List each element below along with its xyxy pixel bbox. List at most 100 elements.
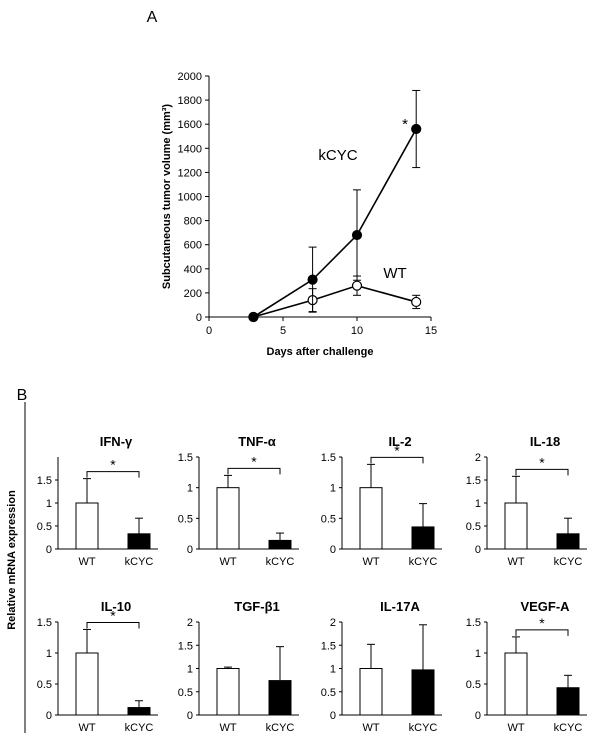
bar-chart-il-10: 0 0.5 1 1.5 WT kCYC IL-10* [37,599,158,734]
x-tick-label: 5 [280,325,286,337]
series-label-wt: WT [383,265,406,282]
y-tick-label: 400 [184,264,202,276]
significance-bracket [370,456,424,464]
y-tick-label: 1 [330,483,336,495]
y-tick-label: 0.5 [321,513,336,525]
y-tick-label: 1 [46,648,52,660]
y-tick-label: 1 [187,664,193,676]
x-category-label: kCYC [554,722,583,734]
bar-kcyc [127,533,151,550]
significance-bracket [227,467,281,475]
bar-kcyc [411,526,435,550]
y-tick-label: 1 [475,498,481,510]
bar-kcyc [268,680,292,716]
bar-wt [75,652,99,716]
y-tick-label: 600 [184,240,202,252]
y-axis-title: Subcutaneous tumor volume (mm³) [161,104,173,290]
chart-title: TNF-α [238,434,276,449]
series-label-kcyc: kCYC [318,147,357,164]
x-axis-title: Days after challenge [267,346,374,358]
y-tick-label: 0.5 [178,687,193,699]
chart-title: VEGF-A [520,599,570,614]
panel-b-y-label: Relative mRNA expression [6,490,18,630]
point-kcyc [351,229,363,241]
x-tick-label: 10 [351,325,363,337]
y-tick-label: 1800 [178,95,202,107]
bar-chart-ifn-γ: 0 0.5 1 1.5 WT kCYC IFN-γ * [37,434,158,568]
bar-wt [75,502,99,550]
y-tick-label: 1.5 [321,452,336,464]
y-tick-label: 2 [330,617,336,629]
x-category-label: kCYC [266,722,295,734]
y-tick-label: 1 [46,498,52,510]
bar-wt [359,668,383,716]
y-tick-label: 200 [184,288,202,300]
y-tick-label: 1.5 [178,640,193,652]
panel-label-b: B [17,387,28,404]
bar-wt [504,502,528,550]
significance-asterisk: * [394,442,400,458]
series-line-wt [253,284,417,318]
significance-asterisk: * [539,454,545,470]
significance-asterisk: * [539,615,545,631]
bar-chart-il-17a: 0 0.5 1 1.5 2 WT kCYC IL-17A [321,599,442,734]
x-category-label: kCYC [409,556,438,568]
y-tick-label: 0.5 [37,521,52,533]
y-tick-label: 0.5 [178,513,193,525]
x-category-label: WT [219,722,236,734]
y-tick-label: 1.5 [37,475,52,487]
bar-wt [216,668,240,716]
x-category-label: kCYC [125,722,154,734]
x-category-label: WT [362,722,379,734]
y-tick-label: 1.5 [321,640,336,652]
y-tick-label: 1000 [178,192,202,204]
point-wt [411,296,422,308]
y-tick-label: 1400 [178,143,202,155]
bar-chart-vegf-a: 0 0.5 1 1.5 WT kCYC VEGF-A* [466,599,587,734]
y-tick-label: 0 [330,544,336,556]
y-tick-label: 0 [330,710,336,722]
x-category-label: kCYC [125,556,154,568]
point-wt [351,280,363,291]
y-tick-label: 1.5 [178,452,193,464]
x-category-label: WT [78,556,95,568]
significance-bracket [86,621,140,629]
chart-title: IL-17A [380,599,420,614]
panel-label-a: A [147,9,158,26]
significance-asterisk: * [402,116,408,133]
x-category-label: kCYC [266,556,295,568]
bar-kcyc [268,539,292,550]
significance-asterisk: * [110,457,116,473]
y-tick-label: 0.5 [37,679,52,691]
y-tick-label: 0.5 [466,679,481,691]
y-tick-label: 0 [46,710,52,722]
y-tick-label: 1.5 [466,617,481,629]
point-kcyc [248,311,259,323]
y-tick-label: 0 [196,312,202,324]
x-category-label: WT [507,556,524,568]
y-tick-label: 1200 [178,167,202,179]
y-tick-label: 0 [475,710,481,722]
y-tick-label: 1600 [178,119,202,131]
y-tick-label: 1 [187,483,193,495]
significance-bracket [86,471,140,478]
bar-kcyc [411,669,435,716]
tumor-volume-line-chart: 0 200 400 600 800 1000 1200 1400 1600 1800 2000 0 5 1… [161,71,437,358]
significance-asterisk: * [110,607,116,623]
mrna-expression-bar-charts: 0 0.5 1 1.5 WT kCYC IFN-γ * 0 0.5 1 1.5 WT kCYC TNF-α *… [37,434,587,734]
x-category-label: kCYC [409,722,438,734]
x-category-label: WT [362,556,379,568]
x-category-label: WT [219,556,236,568]
point-kcyc [411,123,422,135]
chart-title: IL-18 [530,434,560,449]
bar-kcyc [556,533,580,550]
chart-title: IL-10 [101,599,131,614]
y-tick-label: 1.5 [37,617,52,629]
x-tick-label: 15 [425,325,437,337]
x-category-label: WT [507,722,524,734]
bar-wt [504,652,528,716]
chart-title: IFN-γ [100,434,133,449]
y-tick-label: 800 [184,216,202,228]
y-tick-label: 2 [187,617,193,629]
